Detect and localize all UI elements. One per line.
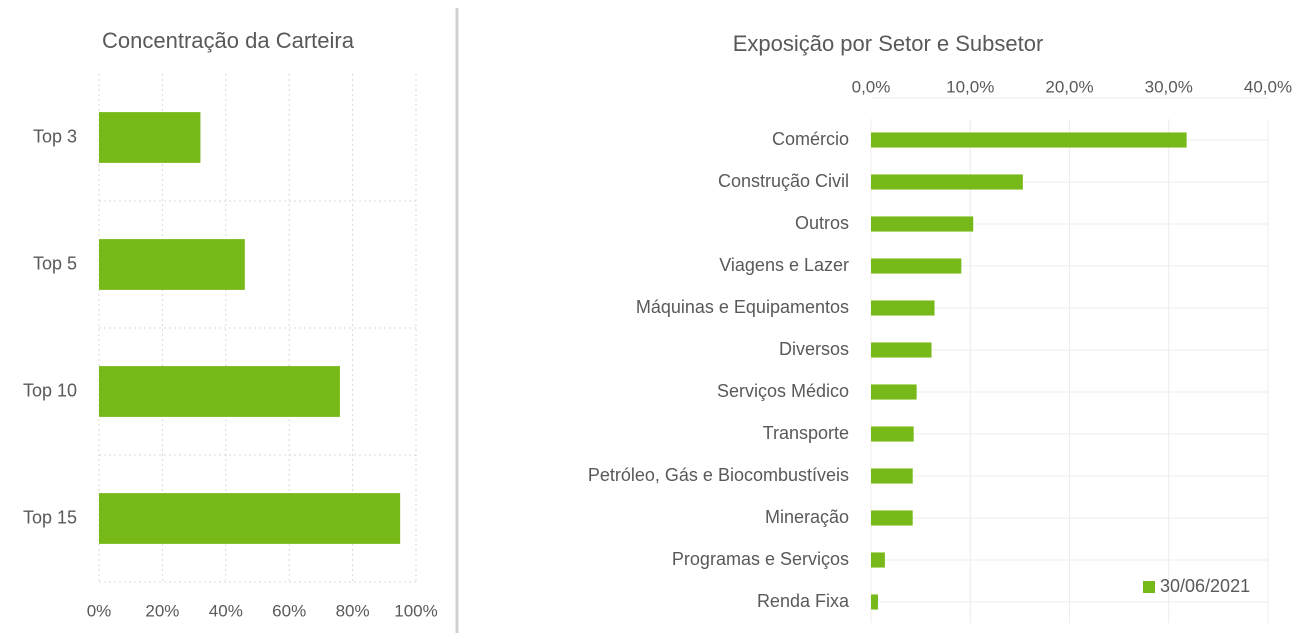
x-tick-label: 20,0% [1045, 77, 1093, 96]
x-tick-label: 10,0% [946, 77, 994, 96]
bar [871, 384, 917, 400]
bar [99, 493, 401, 544]
x-tick-label: 20% [145, 601, 179, 620]
y-tick-label: Construção Civil [718, 171, 849, 191]
chart-title: Concentração da Carteira [102, 28, 355, 53]
bar [871, 300, 935, 316]
y-tick-label: Comércio [772, 129, 849, 149]
y-tick-label: Máquinas e Equipamentos [636, 297, 849, 317]
bar [871, 426, 914, 442]
x-tick-label: 30,0% [1145, 77, 1193, 96]
y-tick-label: Mineração [765, 507, 849, 527]
x-tick-label: 80% [336, 601, 370, 620]
bar [871, 468, 913, 484]
y-tick-label: Top 10 [23, 380, 77, 400]
legend-swatch [1143, 581, 1155, 593]
bar [99, 239, 245, 290]
x-tick-label: 60% [272, 601, 306, 620]
y-tick-label: Outros [795, 213, 849, 233]
bar [871, 132, 1187, 148]
x-tick-label: 100% [394, 601, 437, 620]
x-tick-label: 0,0% [852, 77, 891, 96]
y-tick-label: Serviços Médico [717, 381, 849, 401]
y-tick-label: Programas e Serviços [672, 549, 849, 569]
bar [99, 112, 201, 163]
bar [871, 174, 1023, 190]
y-tick-label: Top 15 [23, 507, 77, 527]
x-tick-label: 40,0% [1244, 77, 1292, 96]
x-tick-label: 40% [209, 601, 243, 620]
y-tick-label: Renda Fixa [757, 591, 850, 611]
chart-title: Exposição por Setor e Subsetor [733, 31, 1044, 56]
y-tick-label: Top 3 [33, 126, 77, 146]
bar [99, 366, 340, 417]
y-tick-label: Petróleo, Gás e Biocombustíveis [588, 465, 849, 485]
y-tick-label: Top 5 [33, 253, 77, 273]
bar [871, 258, 962, 274]
y-tick-label: Viagens e Lazer [719, 255, 849, 275]
bar [871, 342, 932, 358]
bar [871, 216, 974, 232]
bar [871, 552, 885, 568]
bar [871, 594, 878, 610]
legend-label: 30/06/2021 [1160, 576, 1250, 596]
bar [871, 510, 913, 526]
y-tick-label: Diversos [779, 339, 849, 359]
x-tick-label: 0% [87, 601, 112, 620]
y-tick-label: Transporte [763, 423, 849, 443]
